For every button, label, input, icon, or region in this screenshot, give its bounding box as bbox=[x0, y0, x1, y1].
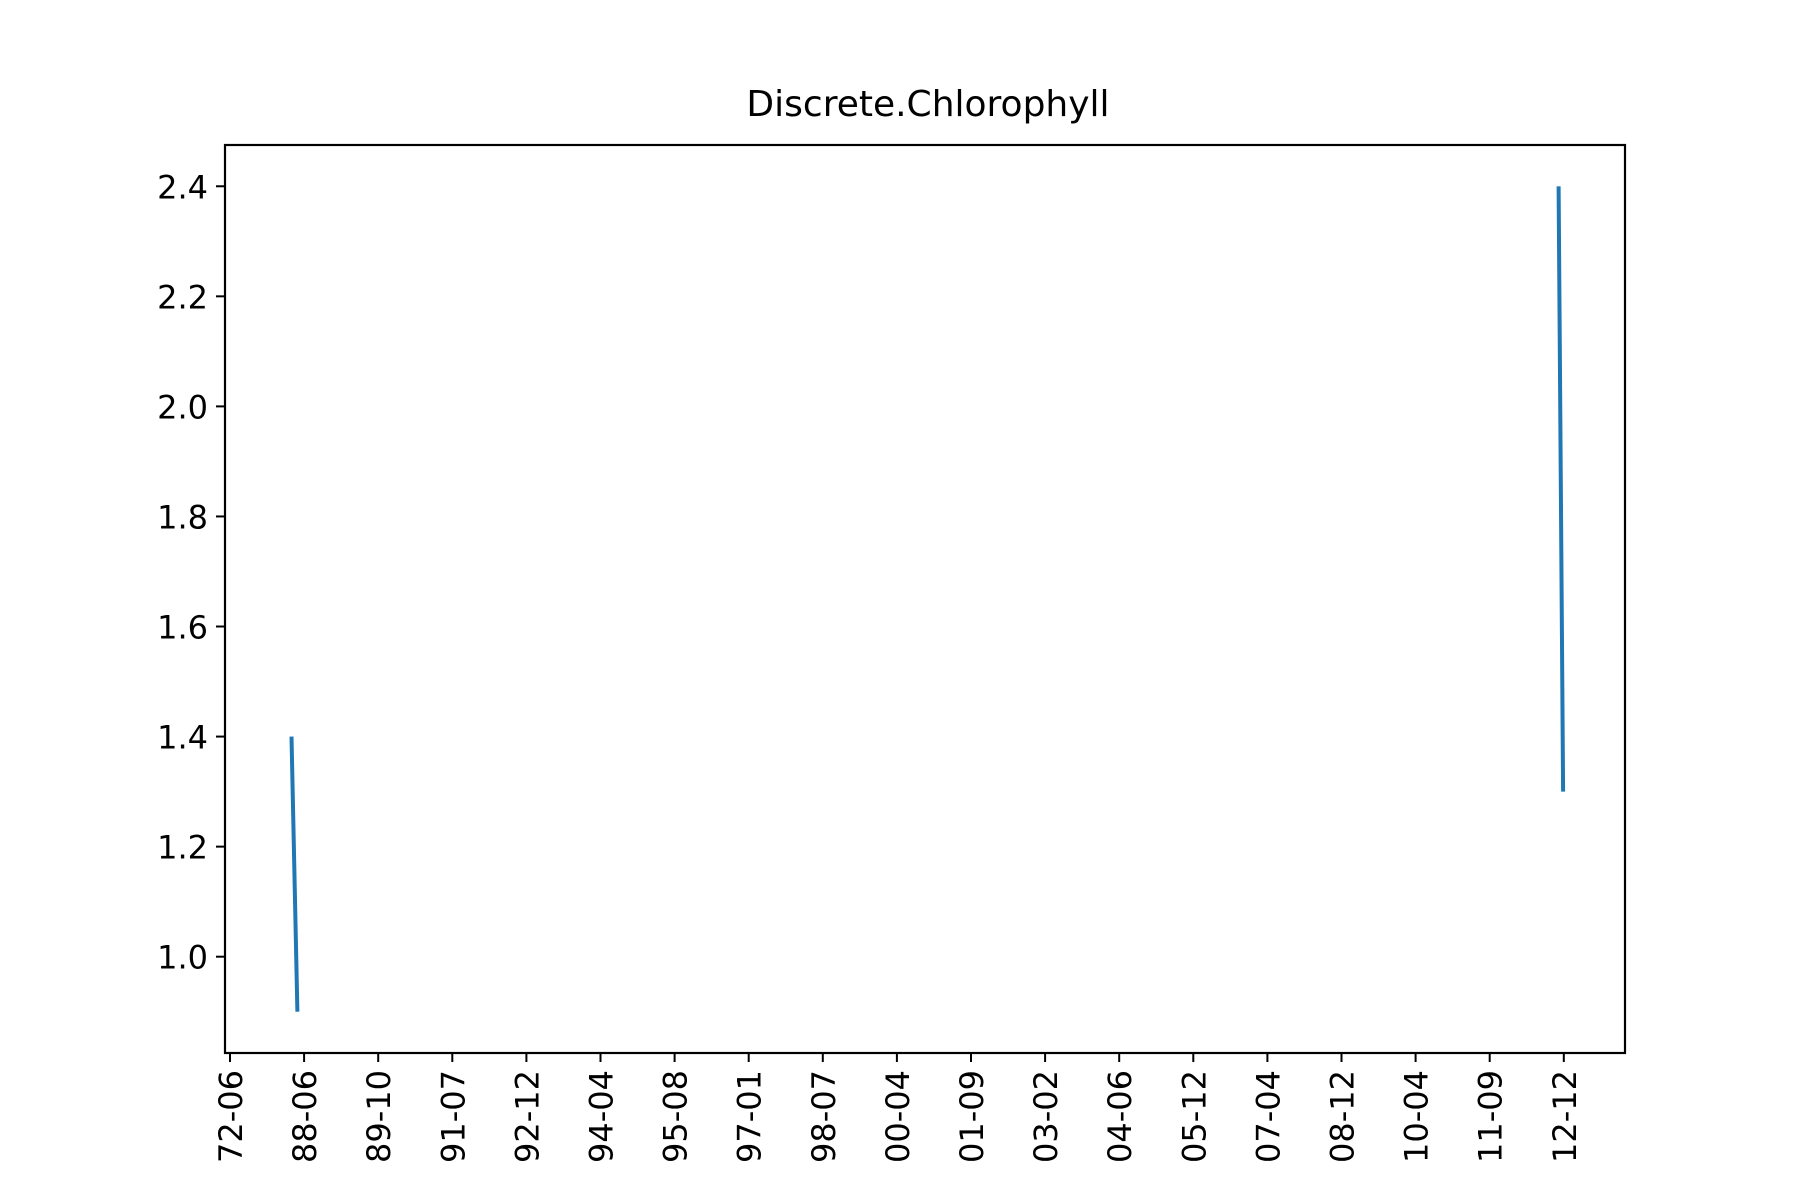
x-axis: 72-06 88-06 89-10 91-07 92-12 94-04 95-08 97-01… bbox=[212, 1053, 1584, 1163]
x-tick-label: 92-12 bbox=[508, 1070, 546, 1163]
series-line-segment bbox=[289, 736, 300, 1012]
y-axis: 1.0 1.2 1.4 1.6 1.8 2.0 2.2 2.4 bbox=[157, 168, 225, 977]
x-tick-label: 94-04 bbox=[583, 1070, 621, 1163]
y-tick-label: 1.8 bbox=[157, 498, 208, 536]
x-tick-label: 91-07 bbox=[434, 1070, 472, 1163]
y-tick-label: 2.0 bbox=[157, 388, 208, 426]
x-tick-label: 04-06 bbox=[1101, 1070, 1139, 1163]
x-tick-label: 00-04 bbox=[879, 1070, 917, 1163]
plot-marks bbox=[289, 186, 1566, 1012]
chart-title: Discrete.Chlorophyll bbox=[746, 84, 1109, 125]
y-tick-label: 1.0 bbox=[157, 939, 208, 977]
x-tick-label: 88-06 bbox=[286, 1070, 324, 1163]
x-tick-label: 98-07 bbox=[805, 1070, 843, 1163]
x-tick-label: 01-09 bbox=[953, 1070, 991, 1163]
x-tick-label: 11-09 bbox=[1472, 1070, 1510, 1163]
x-tick-label: 95-08 bbox=[657, 1070, 695, 1163]
y-tick-label: 1.4 bbox=[157, 719, 208, 757]
x-tick-label: 10-04 bbox=[1398, 1070, 1436, 1163]
x-tick-label: 07-04 bbox=[1249, 1070, 1287, 1163]
y-tick-label: 1.2 bbox=[157, 829, 208, 867]
x-tick-label: 08-12 bbox=[1324, 1070, 1362, 1163]
x-tick-label: 97-01 bbox=[731, 1070, 769, 1163]
y-tick-label: 2.2 bbox=[157, 278, 208, 316]
y-tick-label: 1.6 bbox=[157, 609, 208, 647]
y-tick-label: 2.4 bbox=[157, 168, 208, 206]
x-tick-label: 89-10 bbox=[360, 1070, 398, 1163]
plot-frame bbox=[223, 143, 1627, 1055]
x-tick-label: 05-12 bbox=[1175, 1070, 1213, 1163]
x-tick-label: 03-02 bbox=[1027, 1070, 1065, 1163]
x-tick-label: 12-12 bbox=[1546, 1070, 1584, 1163]
series-line-segment bbox=[1556, 186, 1566, 792]
x-tick-label: 72-06 bbox=[212, 1070, 250, 1163]
